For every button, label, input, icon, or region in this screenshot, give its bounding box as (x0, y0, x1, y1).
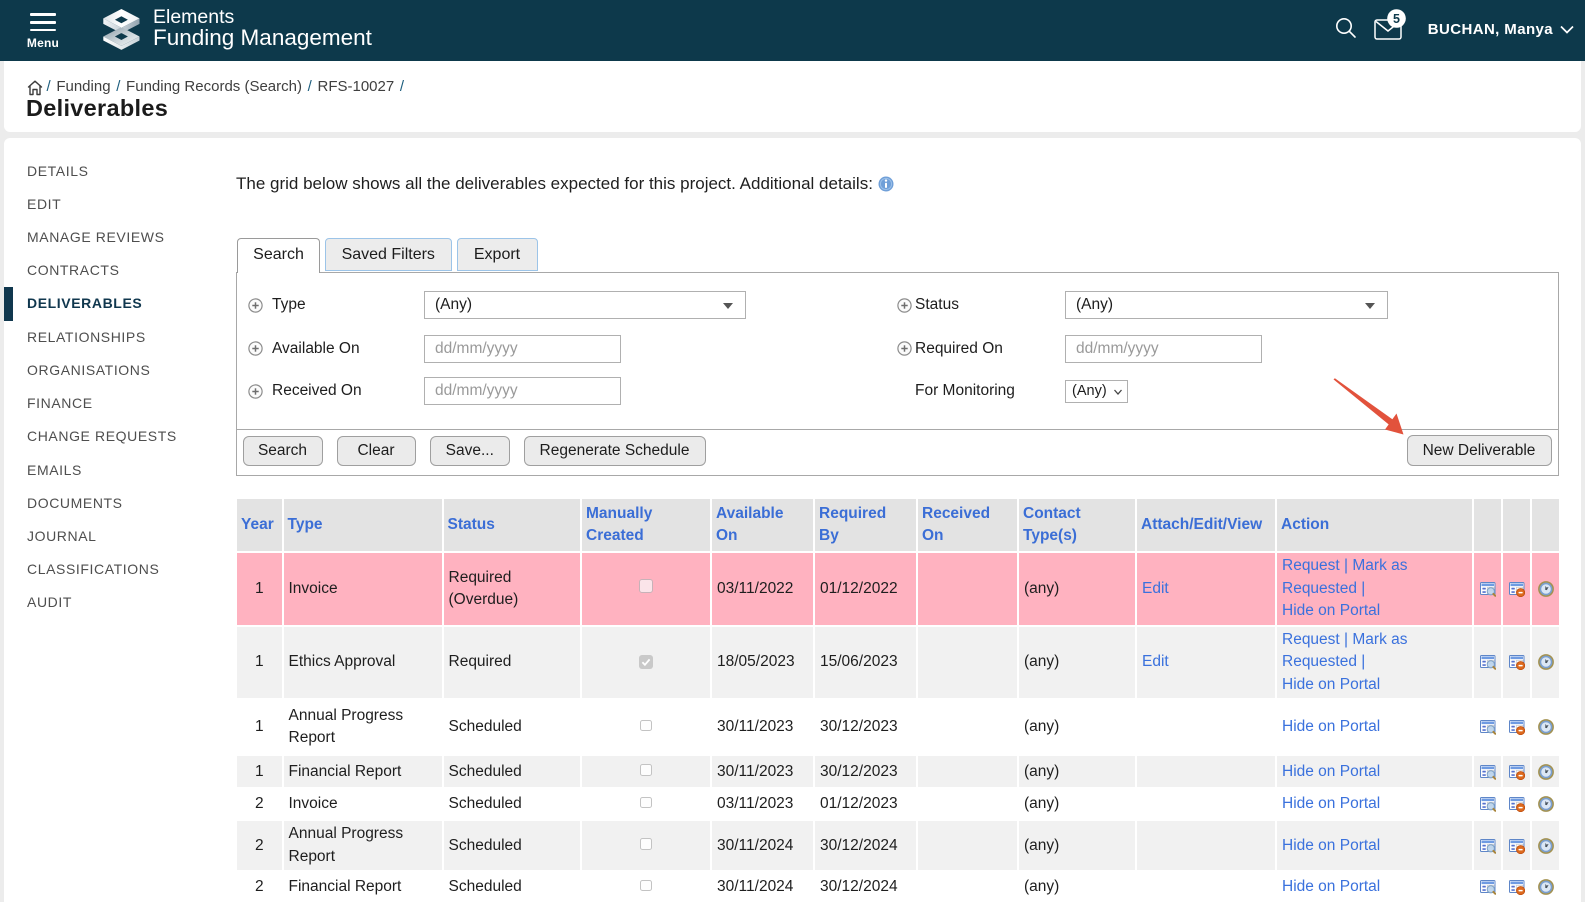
svg-text:5: 5 (1393, 12, 1400, 26)
